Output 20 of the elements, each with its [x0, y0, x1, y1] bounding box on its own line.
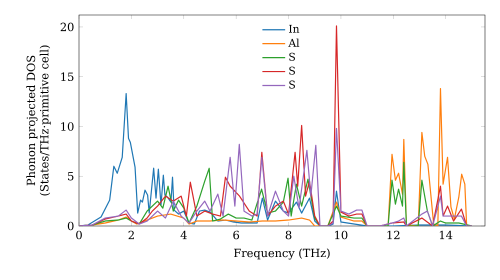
x-tick-label: 12	[387, 230, 400, 240]
y-tick-label: 0	[68, 222, 74, 230]
legend-label: Al	[288, 38, 300, 47]
y-tick-label: 5	[68, 172, 74, 180]
y-tick-label: 15	[61, 72, 74, 82]
legend-label: S	[289, 52, 295, 61]
legend-label: S	[289, 80, 295, 89]
y-tick-label: 10	[61, 122, 74, 131]
y-tick-label: 20	[60, 22, 74, 32]
x-tick-label: 2	[128, 230, 134, 240]
x-axis-title: Frequency (THz)	[234, 248, 330, 260]
x-tick-label: 0	[76, 230, 82, 240]
y-axis-title: Phonon projected DOS (States/THz·primitive cell)	[26, 46, 51, 196]
x-tick-label: 8	[286, 230, 292, 240]
legend-label: S	[289, 66, 295, 75]
legend-label: In	[289, 24, 300, 33]
x-tick-label: 10	[335, 230, 348, 240]
x-tick-label: 6	[233, 230, 240, 240]
x-tick-label: 14	[440, 230, 452, 240]
x-tick-label: 4	[180, 230, 187, 240]
